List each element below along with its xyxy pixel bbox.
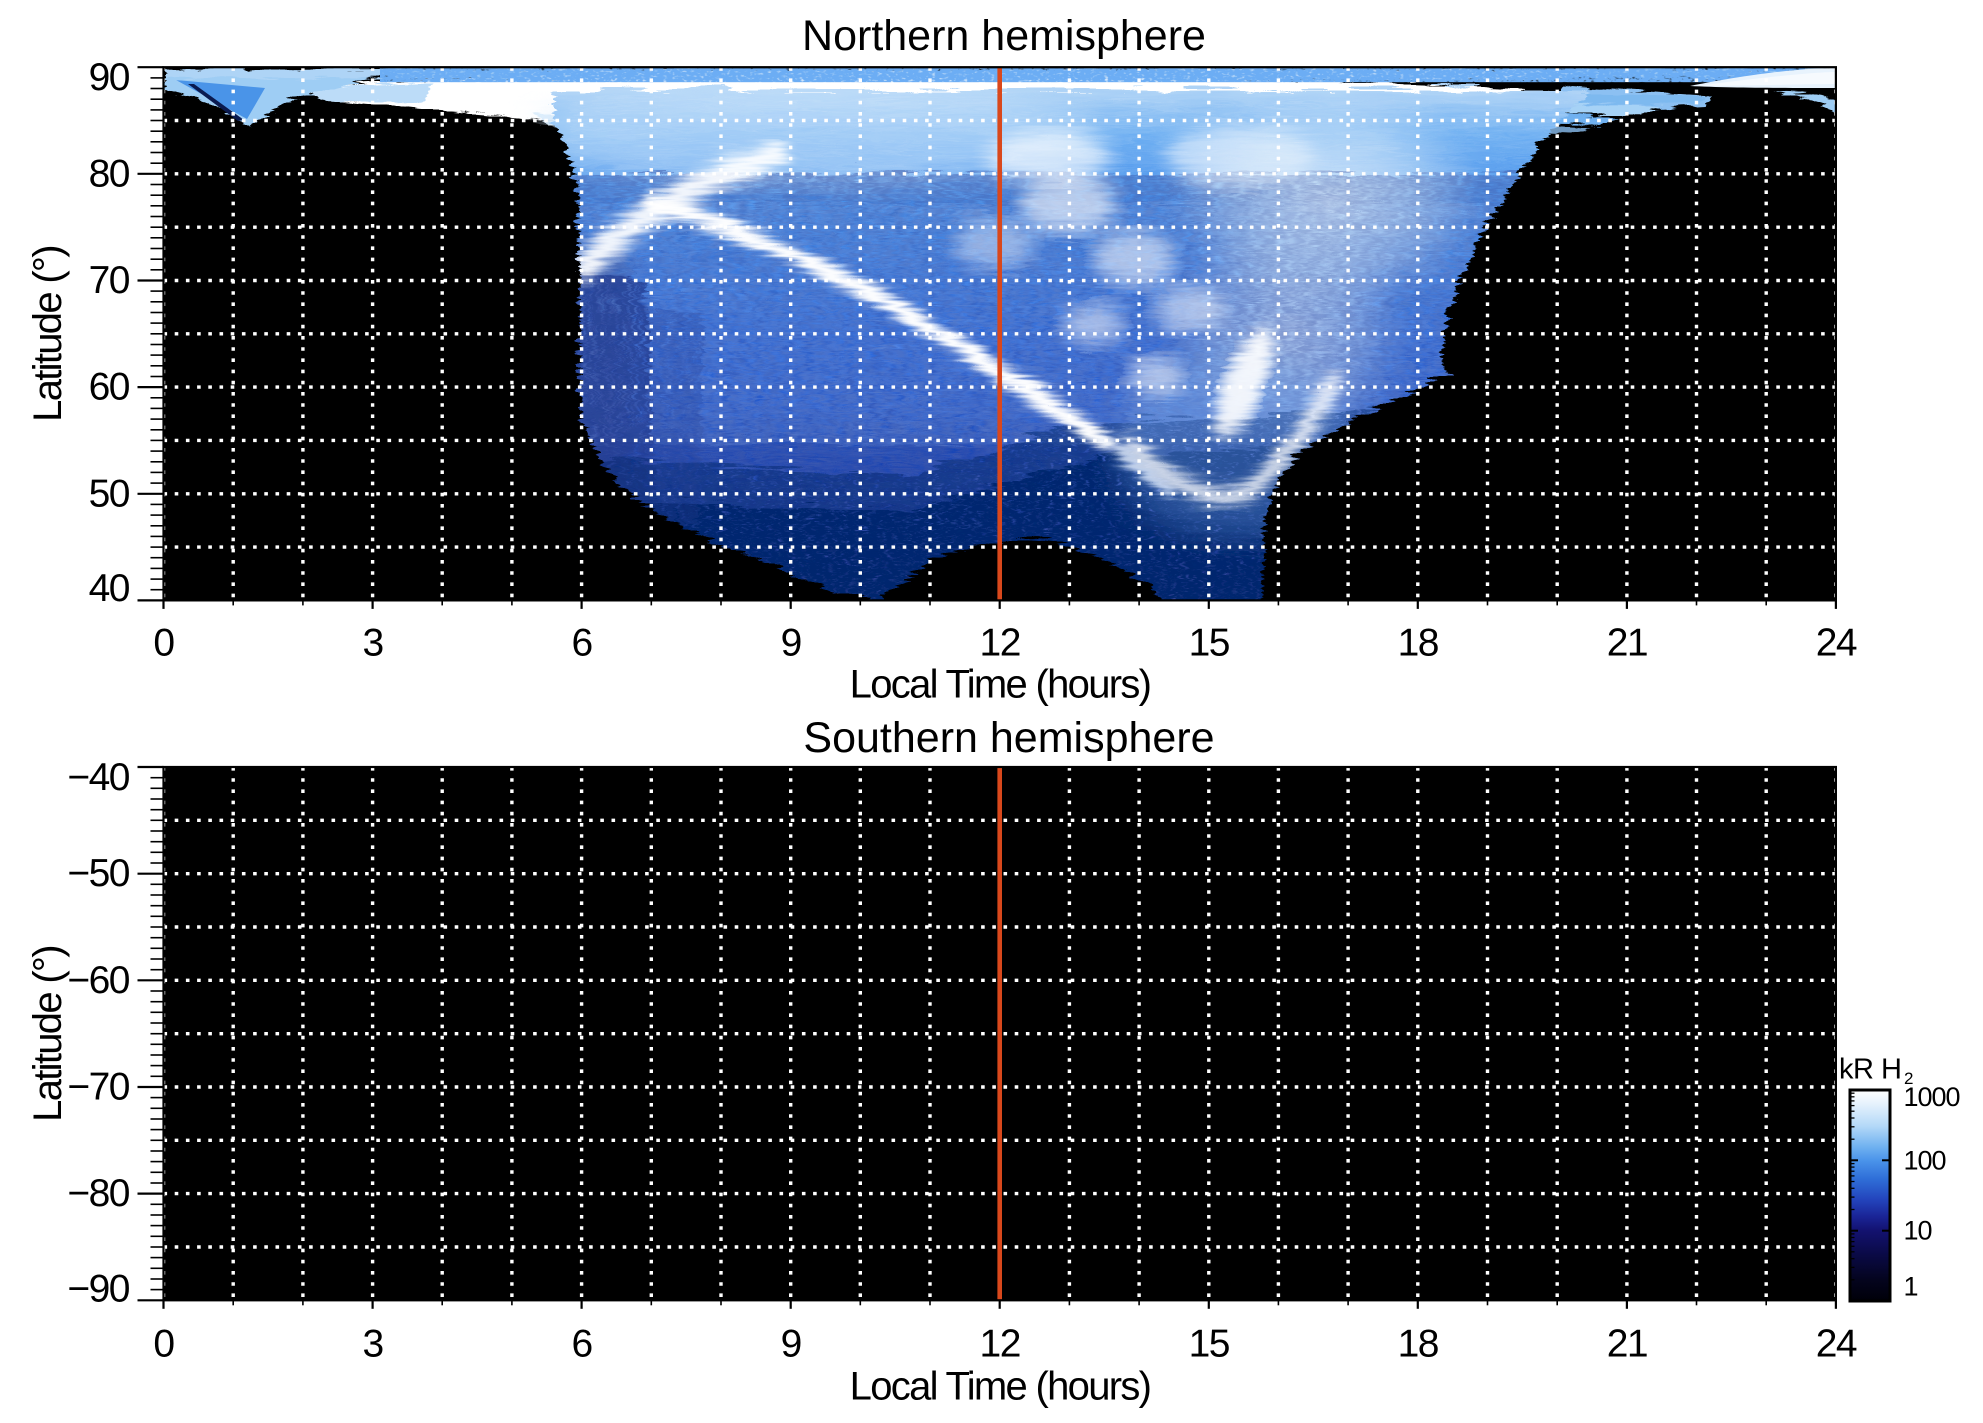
svg-text:9: 9 xyxy=(781,1323,801,1366)
svg-text:Latitude (°): Latitude (°) xyxy=(26,946,70,1122)
svg-text:18: 18 xyxy=(1398,1323,1438,1366)
svg-text:Local Time (hours): Local Time (hours) xyxy=(850,663,1151,707)
svg-text:kR H: kR H xyxy=(1839,1054,1901,1086)
svg-text:0: 0 xyxy=(153,622,174,665)
svg-text:50: 50 xyxy=(89,472,130,515)
svg-text:6: 6 xyxy=(571,1323,591,1366)
svg-text:12: 12 xyxy=(980,622,1020,665)
svg-text:−40: −40 xyxy=(67,756,129,799)
svg-text:3: 3 xyxy=(362,1323,382,1366)
svg-text:1: 1 xyxy=(1904,1272,1918,1302)
svg-text:−90: −90 xyxy=(67,1268,129,1311)
svg-text:2: 2 xyxy=(1904,1069,1913,1088)
svg-text:24: 24 xyxy=(1816,1323,1857,1366)
svg-text:−60: −60 xyxy=(67,959,129,1002)
svg-text:−50: −50 xyxy=(67,852,129,895)
svg-text:6: 6 xyxy=(571,622,591,665)
svg-text:Northern hemisphere: Northern hemisphere xyxy=(802,12,1206,60)
svg-text:80: 80 xyxy=(89,152,130,195)
svg-text:Southern hemisphere: Southern hemisphere xyxy=(803,714,1214,762)
svg-text:3: 3 xyxy=(362,622,382,665)
svg-text:−80: −80 xyxy=(67,1172,129,1215)
svg-text:18: 18 xyxy=(1398,622,1438,665)
svg-text:−70: −70 xyxy=(67,1066,129,1109)
svg-text:24: 24 xyxy=(1816,622,1857,665)
svg-text:1000: 1000 xyxy=(1904,1082,1960,1112)
svg-text:0: 0 xyxy=(153,1323,174,1366)
svg-text:40: 40 xyxy=(89,567,130,610)
svg-text:12: 12 xyxy=(980,1323,1020,1366)
svg-text:70: 70 xyxy=(89,259,130,302)
svg-text:Latitude (°): Latitude (°) xyxy=(26,246,70,422)
svg-text:21: 21 xyxy=(1607,1323,1647,1366)
svg-text:10: 10 xyxy=(1904,1216,1932,1246)
svg-text:60: 60 xyxy=(89,366,130,409)
svg-text:9: 9 xyxy=(781,622,801,665)
svg-text:100: 100 xyxy=(1904,1145,1946,1175)
svg-text:15: 15 xyxy=(1189,1323,1230,1366)
svg-text:90: 90 xyxy=(89,56,130,99)
svg-text:Local Time (hours): Local Time (hours) xyxy=(850,1364,1151,1408)
svg-text:21: 21 xyxy=(1607,622,1647,665)
svg-text:15: 15 xyxy=(1189,622,1230,665)
